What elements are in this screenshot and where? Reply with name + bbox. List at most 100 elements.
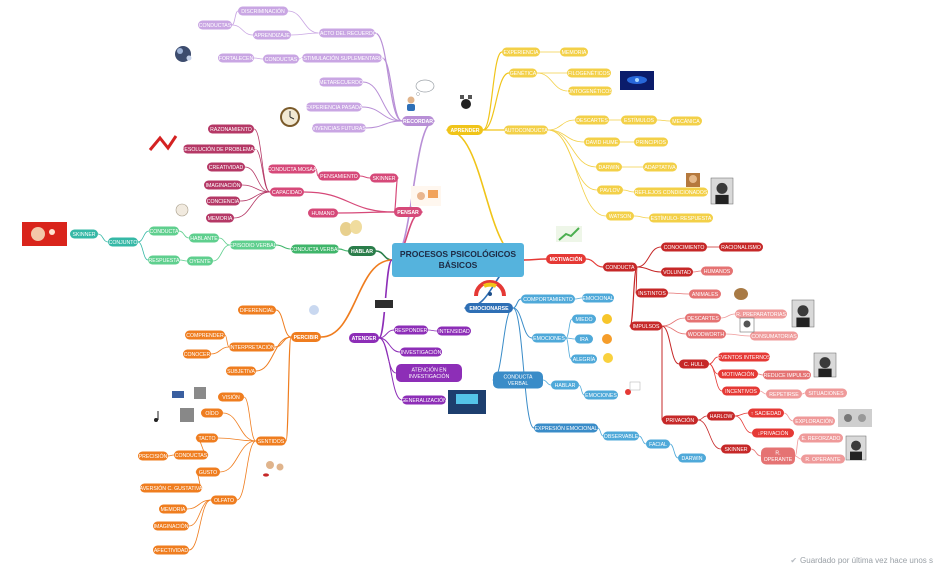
node-consumatorias[interactable]: CONSUMATORIAS bbox=[750, 331, 798, 341]
node-conducta-m[interactable]: CONDUCTA bbox=[603, 262, 637, 272]
node-r-operante-1[interactable]: R.OPERANTE bbox=[761, 447, 795, 465]
node-skinner-m[interactable]: SKINNER bbox=[721, 444, 751, 454]
node-razonamiento[interactable]: RAZONAMIENTO bbox=[208, 124, 254, 134]
node-descartes-m[interactable]: DESCARTES bbox=[685, 313, 721, 323]
node-investigacion[interactable]: INVESTIGACIÓN bbox=[400, 347, 442, 357]
node-oido[interactable]: OÍDO bbox=[201, 408, 223, 418]
node-darwin-e[interactable]: DARWIN bbox=[678, 453, 706, 463]
node-memoria-ap[interactable]: MEMORIA bbox=[560, 47, 588, 57]
node-motivacion[interactable]: MOTIVACIÓN bbox=[546, 254, 586, 264]
node-c-hull[interactable]: C. HULL bbox=[679, 359, 709, 369]
node-exploracion[interactable]: EXPLORACIÓN bbox=[793, 416, 835, 426]
node-darwin-ap[interactable]: DARWIN bbox=[596, 162, 622, 172]
node-humano[interactable]: HUMANO bbox=[308, 208, 338, 218]
node-conjunto[interactable]: CONJUNTO bbox=[108, 237, 138, 247]
node-memoria-pe[interactable]: MEMORIA bbox=[206, 213, 234, 223]
node-estimulos[interactable]: ESTÍMULOS bbox=[621, 115, 657, 125]
node-metarecuerdo[interactable]: METARECUERDO bbox=[319, 77, 363, 87]
node-motivacion-2[interactable]: MOTIVACIÓN bbox=[718, 369, 758, 379]
node-oyente[interactable]: OYENTE bbox=[187, 256, 213, 266]
node-generalizacion[interactable]: GENERALIZACIÓN bbox=[401, 395, 447, 405]
node-impulsos[interactable]: IMPULSOS bbox=[630, 321, 662, 331]
node-tacto-recuerdo[interactable]: TACTO DEL RECUERDO bbox=[317, 28, 377, 38]
node-preparatorias[interactable]: R. PREPARATORIAS bbox=[735, 309, 787, 319]
node-estimulo-respuesta[interactable]: ESTÍMULO- RESPUESTA bbox=[649, 213, 713, 223]
node-humanos[interactable]: HUMANOS bbox=[701, 266, 733, 276]
node-harlow[interactable]: HARLOW bbox=[707, 411, 735, 421]
node-privacion[interactable]: PRIVACIÓN bbox=[662, 415, 698, 425]
node-skinner-h[interactable]: SKINNER bbox=[70, 229, 98, 239]
node-autoconducta[interactable]: AUTOCONDUCTA bbox=[504, 125, 548, 135]
node-responder[interactable]: RESPONDER bbox=[394, 325, 428, 335]
node-experiencia[interactable]: EXPERIENCIA bbox=[502, 47, 540, 57]
node-aprendizaje[interactable]: APRENDIZAJE bbox=[253, 30, 291, 40]
node-emociones-1[interactable]: EMOCIONES bbox=[532, 333, 566, 343]
node-conducta-mosaa[interactable]: CONDUCTA MOSAA bbox=[268, 164, 317, 174]
node-r-operante-b[interactable]: R. OPERANTE bbox=[801, 454, 845, 464]
node-instintos[interactable]: INSTINTOS bbox=[636, 288, 668, 298]
node-mecanica[interactable]: MECÁNICA bbox=[670, 116, 702, 126]
node-hablante[interactable]: HABLANTE bbox=[189, 233, 219, 243]
node-conciencia[interactable]: CONCIENCIA bbox=[206, 196, 240, 206]
node-situaciones[interactable]: SITUACIONES bbox=[805, 388, 847, 398]
node-genetica[interactable]: GENÉTICA bbox=[509, 68, 537, 78]
node-comprender[interactable]: COMPRENDER bbox=[185, 330, 225, 340]
node-miedo[interactable]: MIEDO bbox=[572, 314, 596, 324]
node-interpretacion[interactable]: INTERPRETACIÓN bbox=[229, 342, 275, 352]
node-watson[interactable]: WATSON bbox=[606, 211, 634, 221]
node-saciedad[interactable]: ↑ SACIEDAD bbox=[748, 408, 784, 418]
node-woodworth[interactable]: WOODWORTH bbox=[686, 329, 726, 339]
node-repetirse[interactable]: REPETIRSE bbox=[766, 389, 802, 399]
node-adaptativa[interactable]: ADAPTATIVA bbox=[643, 162, 677, 172]
node-olfato[interactable]: OLFATO bbox=[211, 495, 237, 505]
node-aprender[interactable]: APRENDER bbox=[447, 125, 483, 135]
node-tacto[interactable]: TACTO bbox=[196, 433, 218, 443]
node-incentivos[interactable]: INCENTIVOS bbox=[722, 386, 760, 396]
node-hablar-e[interactable]: HABLAR bbox=[551, 380, 579, 390]
node-pensamiento[interactable]: PENSAMIENTO bbox=[318, 171, 360, 181]
node-pavlov[interactable]: PAVLOV bbox=[597, 185, 623, 195]
node-descartes-ap[interactable]: DESCARTES bbox=[575, 115, 609, 125]
node-ontogeneticos[interactable]: ONTOGENÉTICOS bbox=[567, 86, 613, 96]
node-conducta-verbal-h[interactable]: CONDUCTA VERBAL bbox=[290, 244, 341, 254]
node-afectividad[interactable]: AFECTIVIDAD bbox=[153, 545, 189, 555]
node-subjetiva[interactable]: SUBJETIVA bbox=[226, 366, 256, 376]
node-memoria-p[interactable]: MEMORIA bbox=[159, 504, 187, 514]
node-hablar[interactable]: HABLAR bbox=[348, 246, 376, 256]
node-conductas-p[interactable]: CONDUCTAS bbox=[174, 450, 208, 460]
node-observable[interactable]: OBSERVABLE bbox=[603, 431, 639, 441]
node-emociones-2[interactable]: EMOCIONES bbox=[584, 390, 618, 400]
node-capacidad[interactable]: CAPACIDAD bbox=[270, 187, 304, 197]
node-emocionarse[interactable]: EMOCIONARSE bbox=[465, 303, 513, 313]
node-episodio-verbal[interactable]: EPISODIO VERBAL bbox=[230, 240, 277, 250]
node-eventos[interactable]: EVENTOS INTERNOS bbox=[718, 352, 771, 362]
node-fortalecen[interactable]: FORTALECEN bbox=[218, 53, 254, 63]
node-atender[interactable]: ATENDER bbox=[349, 333, 379, 343]
node-david-hume[interactable]: DAVID HUME bbox=[584, 137, 620, 147]
node-principios[interactable]: PRINCIPIOS bbox=[634, 137, 668, 147]
node-conocer[interactable]: CONOCER bbox=[183, 349, 211, 359]
node-imaginacion-p[interactable]: IMAGINACIÓN bbox=[153, 521, 189, 531]
node-resolucion[interactable]: RESOLUCIÓN DE PROBLEMAS bbox=[181, 144, 258, 154]
node-reforzado[interactable]: E. REFORZADO bbox=[799, 433, 843, 443]
node-conductas-b[interactable]: CONDUCTAS bbox=[263, 54, 299, 64]
node-gusto[interactable]: GUSTO bbox=[196, 467, 220, 477]
node-comportamiento[interactable]: COMPORTAMIENTO bbox=[521, 294, 575, 304]
node-respuesta-h[interactable]: RESPUESTA bbox=[148, 255, 180, 265]
node-facial[interactable]: FACIAL bbox=[646, 439, 670, 449]
node-filogeneticos[interactable]: FILOGENÉTICOS bbox=[567, 68, 611, 78]
node-animales[interactable]: ANIMALES bbox=[689, 289, 721, 299]
node-alegria[interactable]: ALEGRÍA bbox=[571, 354, 597, 364]
node-voluntad[interactable]: VOLUNTAD bbox=[661, 267, 693, 277]
node-racionalismo[interactable]: RACIONALISMO bbox=[719, 242, 763, 252]
node-reduce[interactable]: REDUCE IMPULSO bbox=[763, 370, 811, 380]
node-ira[interactable]: IRA bbox=[575, 334, 593, 344]
node-pensar[interactable]: PENSAR bbox=[394, 207, 422, 217]
node-diferencial[interactable]: DIFERENCIAL bbox=[238, 305, 276, 315]
node-aversion[interactable]: AVERSIÓN C. GUSTATIVA bbox=[140, 483, 203, 493]
node-conductas-a[interactable]: CONDUCTAS bbox=[198, 20, 232, 30]
node-sentidos[interactable]: SENTIDOS bbox=[256, 436, 286, 446]
